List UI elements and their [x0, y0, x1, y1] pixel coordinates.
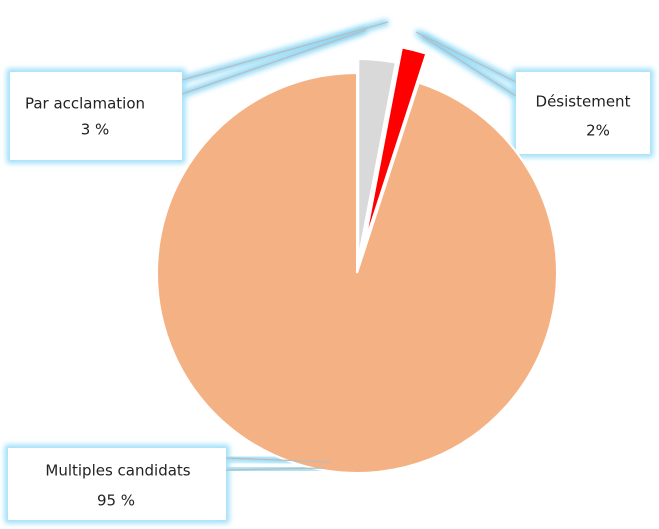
leader-line — [225, 467, 326, 471]
labels: Par acclamation 3 % Désistement 2% Multiples… — [8, 21, 650, 520]
leader-line — [421, 35, 517, 97]
value-label: 95 % — [97, 492, 135, 510]
category-label: Multiples candidats — [45, 462, 190, 480]
pie-slice — [357, 58, 397, 260]
leader-line — [181, 29, 367, 95]
value-label: 2% — [586, 122, 610, 140]
pie-slice — [363, 46, 428, 245]
leader-line — [415, 31, 517, 83]
value-label: 3 % — [81, 121, 110, 139]
leader-line — [225, 457, 331, 463]
label-box — [8, 448, 226, 520]
leader-line — [181, 21, 389, 81]
pie-slice — [156, 71, 558, 474]
category-label: Par acclamation — [25, 95, 145, 113]
slices — [156, 46, 558, 474]
label-box — [10, 72, 182, 160]
category-label: Désistement — [536, 93, 631, 111]
label-box — [516, 72, 650, 154]
